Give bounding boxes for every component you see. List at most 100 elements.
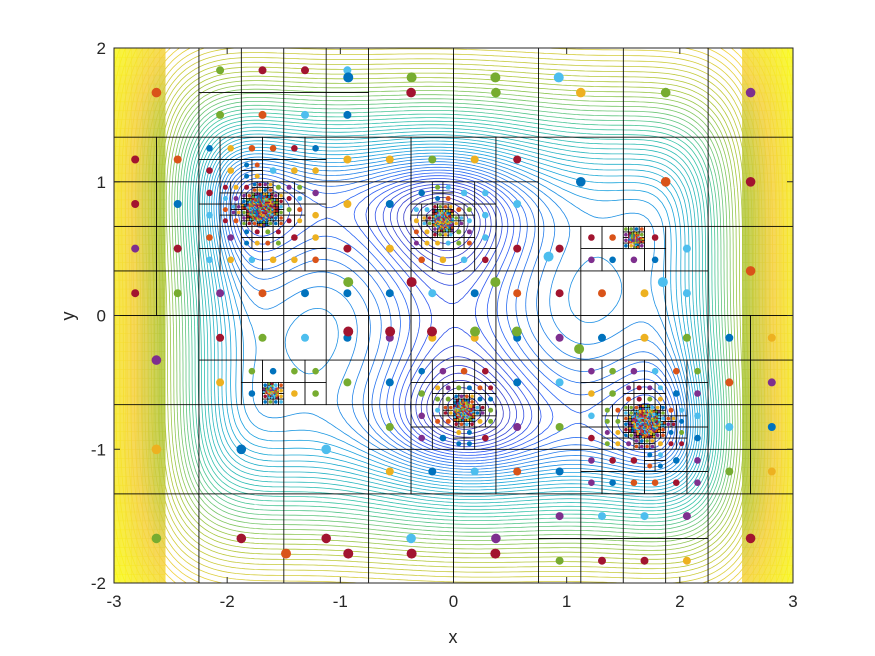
contour-fill-cell [119,484,126,495]
sample-point [639,435,642,438]
sample-point [297,184,303,190]
sample-point [466,218,472,224]
data-point [406,548,417,559]
contour-fill-cell [147,547,155,557]
contour-fill-cell [787,431,793,441]
sample-point [269,167,277,174]
contour-fill-cell [153,422,160,433]
sample-point [513,423,522,431]
sample-point [682,333,691,342]
sample-point [222,207,228,213]
sample-point [279,388,283,393]
contour-fill-cell [136,547,143,557]
contour-fill-cell [776,163,783,174]
sample-point [634,246,637,249]
sample-point [286,184,292,190]
contour-fill-cell [753,146,760,156]
data-point [553,72,564,83]
contour-fill-cell [125,351,132,361]
sample-point [609,479,616,487]
sample-point [151,355,162,365]
sample-point [459,422,464,427]
sample-point [488,418,494,424]
contour-fill-cell [776,226,783,236]
contour-fill-cell [764,226,771,236]
contour-fill-cell [125,306,132,317]
contour-fill-cell [770,297,777,308]
sample-point [269,367,277,375]
sample-point [443,411,448,415]
contour-fill-cell [747,511,754,522]
contour-fill-cell [159,404,166,415]
contour-fill-cell [159,520,166,531]
sample-point [630,256,638,264]
sample-point [488,407,494,413]
contour-fill-cell [114,208,121,219]
sample-point [151,87,162,98]
contour-fill-cell [770,574,777,583]
contour-fill-cell [114,199,121,210]
data-point [490,72,501,83]
contour-fill-cell [142,244,149,254]
sample-point [555,512,564,521]
sample-point [663,424,666,427]
contour-fill-cell [787,476,793,486]
sample-point [637,234,640,237]
contour-fill-cell [130,217,138,227]
contour-fill-cell [142,279,149,290]
contour-fill-cell [130,181,138,192]
contour-fill-cell [159,199,166,210]
sample-point [588,256,595,264]
y-axis-label: y [58,312,78,321]
contour-fill-cell [119,226,126,236]
contour-line [117,48,790,583]
contour-fill-cell [781,119,788,129]
contour-fill-cell [153,404,160,415]
contour-fill-cell [776,253,783,263]
x-axis-label: x [449,627,458,647]
contour-fill-cell [781,484,788,495]
contour-fill-cell [130,529,138,540]
contour-fill-cell [753,48,760,58]
contour-fill-cell [136,306,143,317]
sample-point [246,209,250,213]
sample-point [466,418,470,422]
contour-fill-cell [159,235,166,245]
contour-fill-cell [742,404,749,415]
contour-fill-cell [764,324,771,334]
sample-point [640,244,644,248]
sample-point [231,205,236,209]
sample-point [631,429,634,433]
contour-fill-cell [742,529,749,540]
contour-fill-cell [770,208,777,219]
sample-point [588,390,595,397]
sample-point [624,433,628,438]
contour-fill-cell [136,333,143,343]
contour-fill-cell [787,342,793,352]
y-tick-label: 1 [97,173,106,192]
sample-point [254,195,258,199]
sample-point [466,207,472,213]
contour-fill-cell [125,110,132,120]
sample-point [432,223,435,227]
sample-point [275,212,279,215]
sample-point [233,218,239,224]
sample-point [653,412,656,415]
contour-fill-cell [136,431,143,441]
contour-fill-cell [770,306,777,317]
sample-point [262,390,266,394]
contour-fill-cell [125,270,132,281]
contour-fill-cell [781,217,788,227]
contour-fill-cell [142,262,149,272]
contour-fill-cell [114,565,121,575]
contour-fill-cell [119,92,126,103]
sample-point [647,404,650,408]
sample-point [652,432,655,436]
contour-fill-cell [159,369,166,379]
data-point [426,326,437,337]
contour-fill-cell [114,110,121,120]
contour-line [403,193,504,438]
contour-fill-cell [781,137,788,147]
contour-fill-cell [130,128,138,138]
sample-point [432,218,435,221]
